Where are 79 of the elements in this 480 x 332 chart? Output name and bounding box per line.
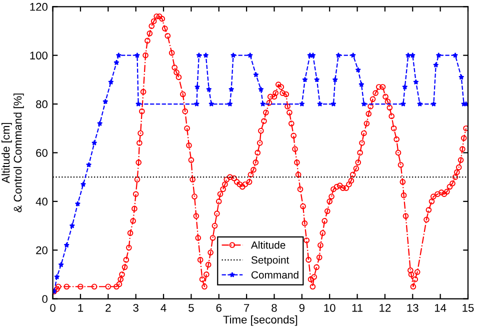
- point: [194, 101, 200, 106]
- point: [361, 101, 367, 106]
- point: [54, 274, 60, 280]
- point: [74, 200, 81, 206]
- x-tick-label: 6: [216, 304, 222, 312]
- point: [436, 52, 442, 58]
- x-tick-label: 10: [324, 304, 336, 312]
- point: [69, 222, 75, 228]
- x-tick-label: 2: [106, 304, 111, 312]
- point: [208, 101, 214, 106]
- point: [206, 86, 212, 92]
- legend-label: Altitude: [250, 241, 286, 249]
- x-tick-label: 8: [272, 304, 277, 312]
- point: [196, 52, 202, 58]
- point: [194, 84, 200, 90]
- point: [452, 52, 458, 58]
- point: [336, 52, 342, 58]
- x-tick-label: 15: [462, 304, 474, 312]
- x-tick-label: 5: [188, 304, 194, 312]
- y-tick-label: 120: [30, 2, 48, 11]
- y-tick-label: 60: [36, 148, 48, 157]
- point: [314, 76, 320, 82]
- point: [258, 86, 264, 92]
- point: [332, 76, 338, 82]
- point: [260, 101, 266, 106]
- point: [247, 52, 253, 58]
- point: [317, 101, 323, 106]
- x-tick-label: 11: [352, 304, 363, 312]
- y-tick-label: 100: [30, 52, 48, 60]
- point: [80, 181, 86, 187]
- point: [228, 86, 234, 92]
- legend-label: Command: [251, 270, 298, 279]
- y-tick-label: 40: [36, 198, 48, 206]
- point: [330, 101, 336, 106]
- point: [230, 52, 236, 58]
- point: [358, 82, 364, 87]
- point: [114, 60, 120, 66]
- x-tick-label: 3: [133, 304, 138, 312]
- point: [134, 52, 140, 58]
- point: [302, 76, 308, 82]
- point: [227, 101, 233, 106]
- point: [400, 101, 406, 106]
- y-tick-label: 20: [36, 246, 48, 254]
- point: [136, 101, 142, 106]
- point: [64, 242, 70, 248]
- y-tick-label: 0: [42, 295, 48, 303]
- point: [116, 52, 122, 58]
- point: [402, 84, 408, 90]
- point: [108, 79, 114, 85]
- x-tick-label: 9: [299, 304, 304, 312]
- y-tick-label: 80: [36, 100, 48, 108]
- point: [58, 262, 64, 268]
- point: [92, 140, 98, 146]
- legend-label: Setpoint: [251, 256, 290, 266]
- point: [350, 52, 356, 58]
- x-tick-label: 0: [50, 304, 56, 312]
- point: [405, 52, 412, 58]
- point: [458, 74, 464, 80]
- point: [433, 62, 439, 68]
- y-axis-title: Altitude [cm] & Control Command [%]: [2, 94, 24, 212]
- x-tick-label: 4: [160, 304, 166, 312]
- point: [310, 52, 316, 58]
- x-tick-label: 1: [78, 304, 84, 312]
- point: [413, 79, 419, 85]
- point: [417, 101, 423, 106]
- point: [430, 101, 436, 106]
- point: [410, 52, 416, 58]
- point: [299, 101, 305, 106]
- x-tick-label: 14: [434, 304, 446, 312]
- point: [102, 98, 108, 104]
- point: [253, 72, 259, 78]
- point: [203, 52, 209, 58]
- x-tick-label: 12: [380, 304, 391, 312]
- point: [355, 67, 361, 72]
- x-tick-label: 7: [244, 304, 250, 312]
- point: [97, 120, 103, 126]
- x-axis-title: Time [seconds]: [223, 315, 298, 326]
- x-tick-label: 13: [407, 304, 418, 312]
- point: [86, 162, 92, 168]
